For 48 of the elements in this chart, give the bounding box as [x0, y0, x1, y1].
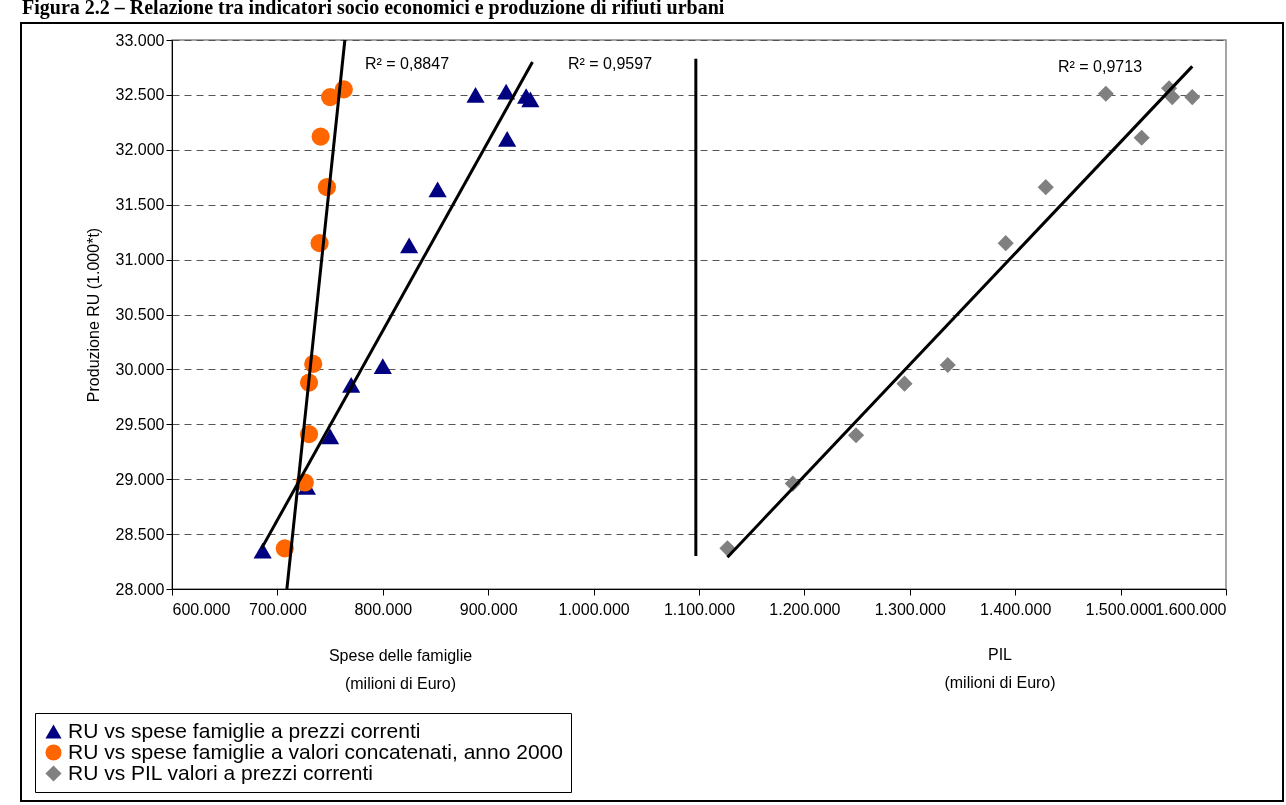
- y-tick-label: 30.000: [115, 360, 165, 378]
- point: [1097, 85, 1114, 102]
- x-tick-label: 1.500.000: [1085, 600, 1157, 618]
- y-tick-label: 29.500: [115, 415, 165, 433]
- point: [400, 237, 419, 254]
- point: [321, 428, 340, 445]
- x-tick-label: 600.000: [172, 600, 231, 618]
- annotation: R² = 0,8847: [364, 55, 450, 72]
- x-tick-label: 1.600.000: [1155, 600, 1227, 618]
- point: [1164, 89, 1181, 106]
- point: [498, 130, 517, 147]
- y-tick-label: 28.000: [115, 580, 165, 598]
- y-tick-label: 31.000: [115, 251, 165, 269]
- x-tick-label: 800.000: [354, 600, 413, 618]
- x-tick-label: 1.000.000: [558, 600, 630, 618]
- y-tick-label: 32.000: [115, 141, 165, 159]
- x-tick-label: 900.000: [459, 600, 518, 618]
- point: [1037, 179, 1054, 196]
- point: [997, 235, 1014, 252]
- point: [896, 375, 913, 392]
- point: [847, 427, 865, 444]
- point: [428, 181, 447, 198]
- annotation: R² = 0,9713: [1057, 58, 1143, 75]
- y-tick-label: 29.000: [115, 470, 165, 488]
- point: [1133, 129, 1150, 146]
- y-tick-label: 31.500: [115, 196, 165, 214]
- x-tick-label: 1.100.000: [663, 600, 736, 618]
- y-tick-label: 30.500: [115, 306, 165, 323]
- point: [1184, 89, 1201, 106]
- point: [321, 88, 340, 107]
- x-tick-label: 1.400.000: [980, 600, 1052, 618]
- annotation: R² = 0,9597: [567, 55, 653, 72]
- y-tick-label: 32.500: [115, 86, 165, 104]
- x-axis-title: Spese delle famiglie (milioni di Euro): [328, 646, 473, 692]
- point: [373, 358, 392, 374]
- x-tick-label: 700.000: [248, 600, 307, 618]
- y-tick-label: 33.000: [115, 31, 165, 49]
- x-tick-label: 1.300.000: [874, 600, 946, 618]
- y-axis-title: Produzione RU (1.000*t): [84, 227, 102, 403]
- point: [311, 127, 330, 146]
- y-tick-label: 28.500: [115, 525, 165, 543]
- point: [466, 87, 485, 103]
- chart-title: Figura 2.2 – Relazione tra indicatori socio economici e produzione di rifiuti urbani: [22, 0, 725, 19]
- legend-label: RU vs spese famiglie a prezzi correnti: [68, 718, 421, 742]
- point: [521, 91, 540, 108]
- text: PIL (milioni di Euro): [944, 646, 1056, 691]
- x-tick-label: 1.200.000: [769, 600, 841, 618]
- point: [939, 356, 956, 374]
